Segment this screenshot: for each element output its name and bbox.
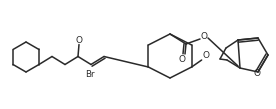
Text: O: O	[76, 36, 83, 45]
Text: O: O	[200, 32, 208, 41]
Text: O: O	[179, 54, 185, 64]
Text: Br: Br	[85, 70, 95, 79]
Text: O: O	[202, 50, 209, 60]
Text: O: O	[253, 68, 261, 77]
